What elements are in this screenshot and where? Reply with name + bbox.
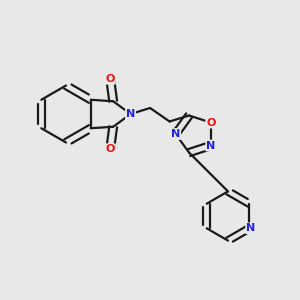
Text: N: N xyxy=(171,129,180,139)
Text: N: N xyxy=(206,140,215,151)
Text: O: O xyxy=(206,118,216,128)
Text: N: N xyxy=(246,223,255,233)
Text: N: N xyxy=(126,109,135,119)
Text: O: O xyxy=(106,144,115,154)
Text: O: O xyxy=(106,74,115,84)
